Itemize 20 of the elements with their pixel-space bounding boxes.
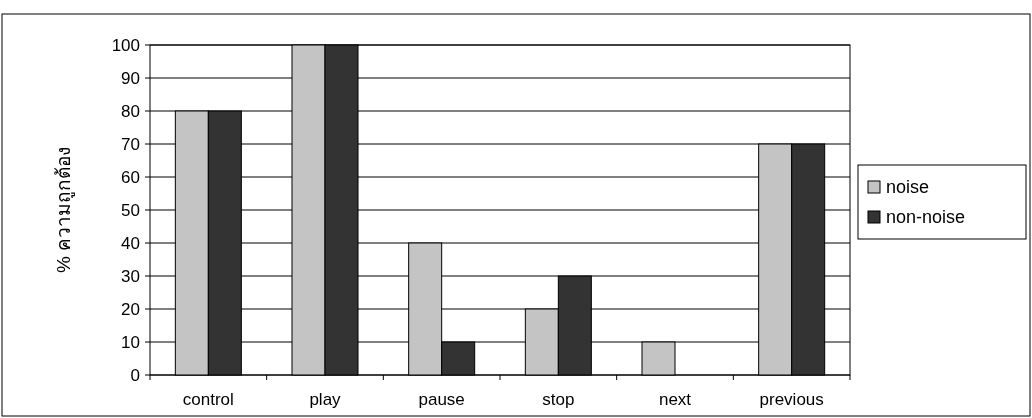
- y-tick-label: 90: [121, 69, 140, 88]
- y-tick-label: 60: [121, 168, 140, 187]
- y-tick-label: 40: [121, 234, 140, 253]
- x-tick-label: pause: [418, 390, 465, 409]
- y-axis-title: % ความถูกต้อง: [53, 146, 75, 274]
- x-tick-label: play: [309, 390, 342, 409]
- y-tick-label: 20: [121, 300, 140, 319]
- y-tick-label: 30: [121, 267, 140, 286]
- y-tick-label: 0: [130, 366, 140, 385]
- legend-label: noise: [886, 177, 930, 197]
- y-tick-label: 80: [121, 102, 140, 121]
- x-tick-label: stop: [542, 390, 575, 409]
- x-tick-label: next: [658, 390, 692, 409]
- y-tick-label: 70: [121, 135, 140, 154]
- y-tick-label: 100: [111, 36, 140, 55]
- x-tick-label: control: [182, 390, 234, 409]
- y-tick-label: 50: [121, 201, 140, 220]
- y-tick-label: 10: [121, 333, 140, 352]
- x-tick-label: previous: [759, 390, 824, 409]
- legend-label: non-noise: [886, 207, 966, 227]
